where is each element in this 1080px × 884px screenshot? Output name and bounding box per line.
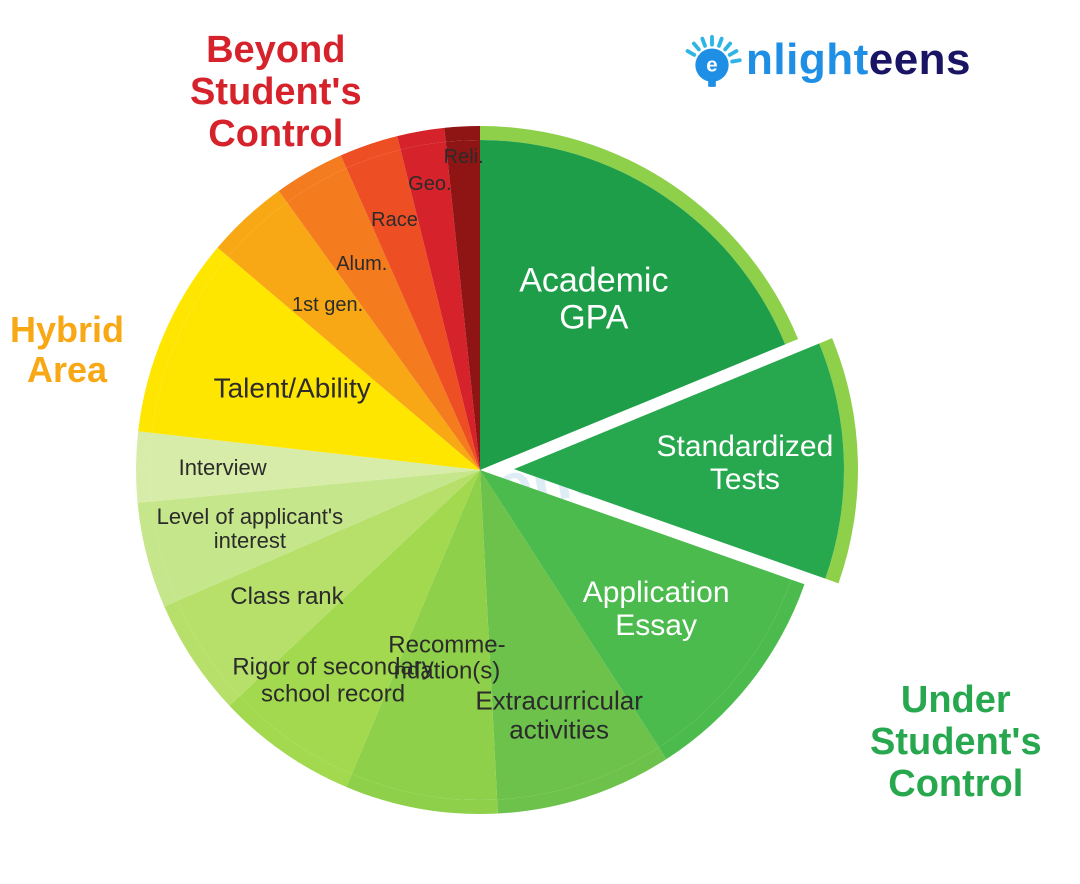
stage: e nlighteens enlighteens Beyond Student'… (0, 0, 1080, 884)
pie-slice-label: Alum. (336, 253, 387, 275)
pie-slice-label: Academic GPA (519, 263, 668, 338)
pie-slice-label: Talent/Ability (214, 373, 371, 404)
category-label: Beyond Student's Control (190, 30, 362, 155)
category-label: Under Student's Control (870, 680, 1042, 805)
pie-slice-label: Race (371, 209, 418, 231)
pie-slice-label: Level of applicant's interest (157, 505, 343, 553)
pie-slice-label: Extracurricular activities (475, 686, 643, 743)
pie-slice-label: Application Essay (583, 576, 730, 642)
pie-slice-label: Standardized Tests (657, 430, 834, 496)
pie-slice-label: Interview (179, 456, 267, 480)
pie-slice-label: Rigor of secondary school record (232, 655, 433, 708)
pie-slice-label: Class rank (230, 584, 343, 610)
pie-slice-label: Reli. (444, 146, 484, 168)
category-label: Hybrid Area (10, 310, 124, 389)
pie-slice-label: Geo. (408, 173, 451, 195)
pie-slice-label: 1st gen. (292, 294, 363, 316)
